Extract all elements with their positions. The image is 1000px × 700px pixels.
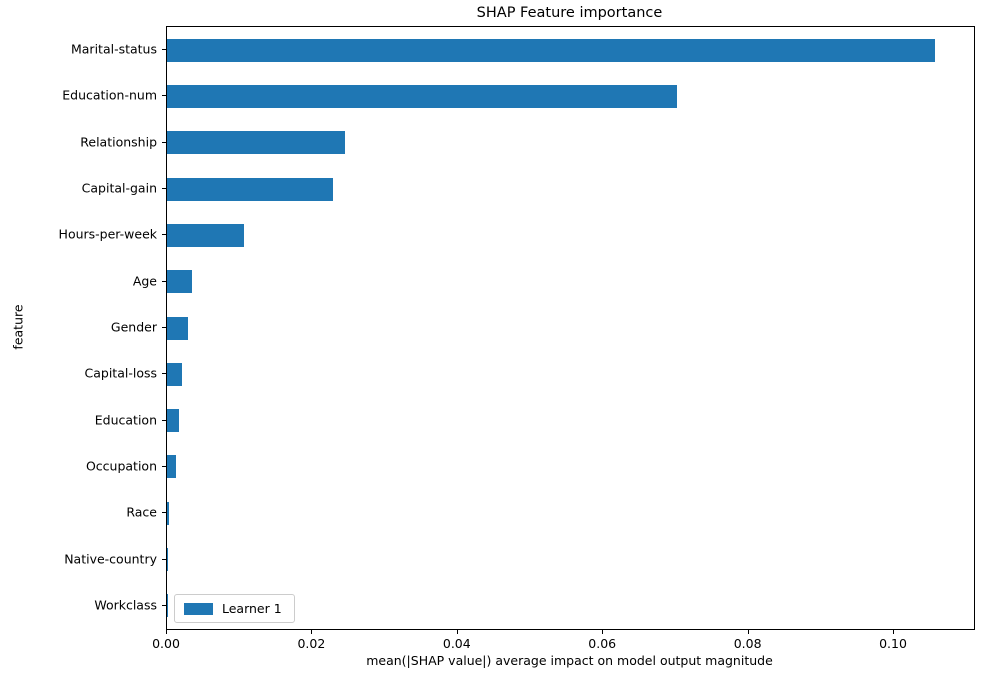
bar-native-country	[167, 548, 168, 572]
legend-swatch	[184, 602, 213, 615]
bar-relationship	[167, 131, 346, 155]
bar-marital-status	[167, 38, 935, 62]
bar-race	[167, 501, 170, 525]
bar-capital-gain	[167, 177, 334, 201]
legend: Learner 1	[174, 594, 295, 623]
bar-gender	[167, 316, 189, 340]
x-tick-mark	[166, 630, 167, 634]
y-tick-mark	[162, 465, 166, 467]
x-tick-mark	[311, 630, 313, 634]
bar-hours-per-week	[167, 223, 245, 247]
y-tick-mark	[162, 512, 166, 514]
y-tick-label-workclass: Workclass	[94, 597, 157, 613]
y-tick-mark	[162, 604, 166, 606]
y-tick-mark	[162, 280, 166, 282]
x-tick-label-0.08: 0.08	[733, 636, 762, 651]
bar-education-num	[167, 84, 678, 108]
bar-age	[167, 270, 193, 294]
y-tick-label-relationship: Relationship	[80, 134, 157, 150]
y-tick-label-hours-per-week: Hours-per-week	[58, 226, 157, 242]
y-tick-label-capital-gain: Capital-gain	[81, 180, 157, 196]
y-tick-mark	[162, 141, 166, 143]
y-tick-label-education-num: Education-num	[62, 87, 157, 103]
y-tick-label-gender: Gender	[110, 319, 157, 335]
y-tick-label-age: Age	[132, 273, 157, 289]
y-tick-mark	[162, 419, 166, 421]
plot-area: Learner 1	[166, 26, 975, 630]
bar-capital-loss	[167, 362, 182, 386]
x-tick-label-0.00: 0.00	[152, 636, 180, 651]
y-tick-mark	[162, 49, 166, 51]
x-tick-mark	[456, 630, 458, 634]
x-tick-mark	[747, 630, 749, 634]
x-tick-label-0.10: 0.10	[879, 636, 907, 651]
x-tick-mark	[893, 630, 895, 634]
y-tick-mark	[162, 558, 166, 560]
y-tick-label-marital-status: Marital-status	[70, 41, 157, 57]
y-tick-label-occupation: Occupation	[85, 458, 157, 474]
y-tick-mark	[162, 234, 166, 236]
y-tick-mark	[162, 373, 166, 375]
y-tick-label-education: Education	[94, 412, 157, 428]
x-axis-label: mean(|SHAP value|) average impact on mod…	[366, 653, 773, 668]
x-tick-mark	[602, 630, 604, 634]
x-tick-label-0.02: 0.02	[297, 636, 326, 651]
bar-occupation	[167, 455, 176, 479]
y-tick-label-capital-loss: Capital-loss	[84, 365, 158, 381]
y-tick-label-race: Race	[126, 504, 157, 520]
chart-title: SHAP Feature importance	[476, 5, 663, 21]
y-tick-mark	[162, 95, 166, 97]
x-tick-label-0.06: 0.06	[588, 636, 617, 651]
x-tick-label-0.04: 0.04	[442, 636, 471, 651]
bar-education	[167, 409, 180, 433]
legend-entry-label: Learner 1	[222, 601, 282, 616]
y-tick-mark	[162, 188, 166, 190]
y-tick-label-native-country: Native-country	[64, 551, 157, 567]
y-tick-mark	[162, 327, 166, 328]
